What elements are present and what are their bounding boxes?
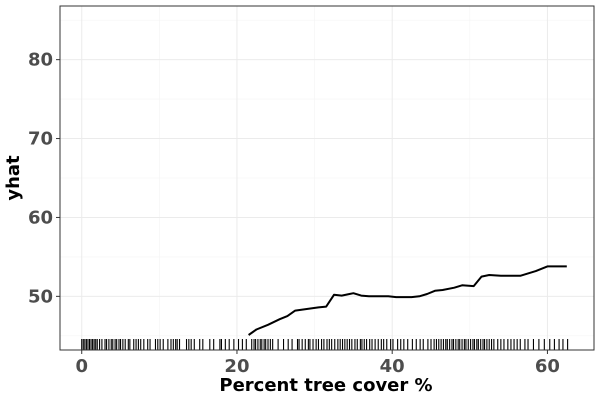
panel-border <box>59 5 595 351</box>
rug <box>81 339 569 350</box>
grid <box>60 6 594 350</box>
y-tick-label: 70 <box>28 129 53 150</box>
y-tick-label: 60 <box>28 207 53 228</box>
tick-labels: 0 20 40 60 50 60 70 80 <box>28 50 560 377</box>
y-axis-title: yhat <box>3 155 24 201</box>
x-tick-label: 40 <box>380 356 405 377</box>
x-tick-label: 60 <box>535 356 560 377</box>
x-tick-label: 20 <box>224 356 249 377</box>
y-tick-label: 50 <box>28 286 53 307</box>
series-lines <box>248 265 567 336</box>
axis-ticks <box>56 59 548 354</box>
y-tick-label: 80 <box>28 50 53 71</box>
x-tick-label: 0 <box>75 356 88 377</box>
x-axis-title: Percent tree cover % <box>219 375 432 396</box>
series-line <box>248 265 567 336</box>
